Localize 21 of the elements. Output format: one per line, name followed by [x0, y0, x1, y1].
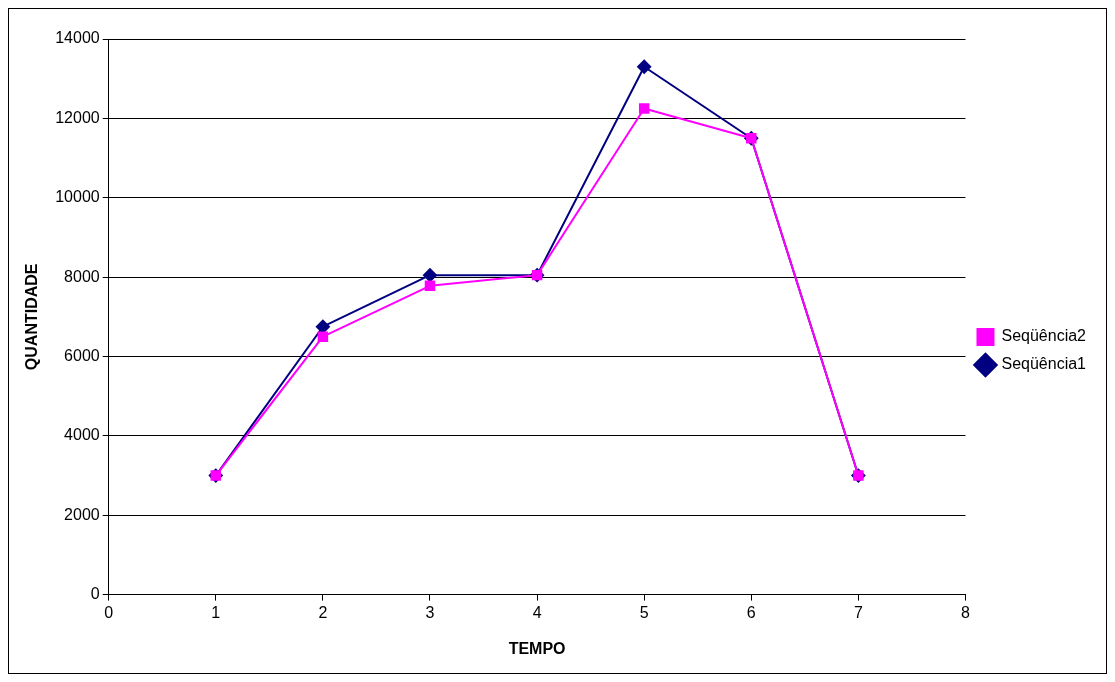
y-tick-label: 12000: [55, 108, 100, 126]
x-tick-label: 5: [639, 603, 649, 621]
x-tick-label: 2: [318, 603, 328, 621]
x-tick-label: 3: [425, 603, 435, 621]
y-axis-title: QUANTIDADE: [23, 263, 41, 371]
y-tick-label: 2000: [64, 505, 100, 523]
y-tick-label: 6000: [64, 346, 100, 364]
legend-label: Seqüência2: [1001, 327, 1087, 345]
legend-label: Seqüência1: [1001, 355, 1087, 373]
y-tick-label: 8000: [64, 267, 100, 285]
x-tick-label: 7: [853, 603, 863, 621]
x-tick-label: 6: [746, 603, 756, 621]
y-tick-label: 0: [90, 585, 100, 603]
y-tick-label: 4000: [64, 426, 100, 444]
x-tick-label: 8: [961, 603, 971, 621]
y-tick-label: 10000: [55, 188, 100, 206]
x-tick-label: 1: [211, 603, 221, 621]
x-tick-label: 0: [104, 603, 114, 621]
x-axis-title: TEMPO: [508, 639, 566, 657]
y-tick-label: 14000: [55, 29, 100, 47]
x-tick-label: 4: [532, 603, 542, 621]
